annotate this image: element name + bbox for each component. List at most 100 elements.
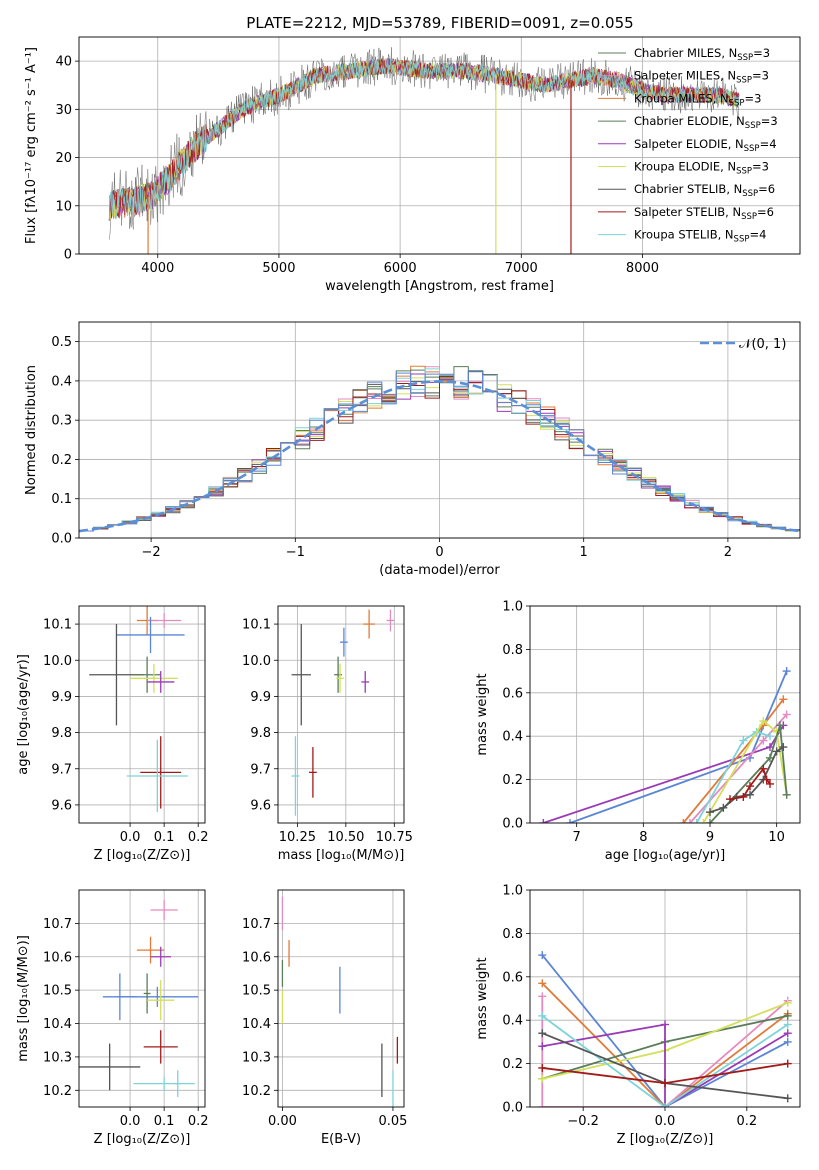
y-tick-label: 10.4 — [43, 1017, 72, 1032]
plot-area — [89, 606, 188, 813]
x-tick-label: −1 — [286, 545, 305, 560]
plot-area — [291, 609, 395, 816]
residuals-panel: −2 −1 0 1 2 0.0 0.1 0.2 0.3 0.4 0.5 (data-model)/er… — [24, 321, 801, 578]
x-tick-label: 0.2 — [188, 830, 209, 845]
legend-label: Salpeter MILES, NSSP=3 — [634, 69, 769, 86]
series-line — [709, 725, 788, 823]
x-axis-label: wavelength [Angstrom, rest frame] — [325, 279, 554, 294]
y-tick-label: 9.9 — [51, 690, 72, 705]
x-tick-label: 0.00 — [268, 1114, 297, 1129]
y-tick-label: 9.6 — [51, 798, 72, 813]
y-tick-label: 10.3 — [43, 1050, 72, 1065]
y-tick-label: 10.0 — [43, 654, 72, 669]
x-tick-label: −2 — [142, 545, 161, 560]
y-tick-label: 0.4 — [51, 374, 72, 389]
x-tick-label: 1 — [580, 545, 588, 560]
x-axis-label: age [log₁₀(age/yr)] — [605, 848, 726, 863]
legend: Chabrier MILES, NSSP=3 Salpeter MILES, NS… — [598, 46, 778, 245]
plot-area — [108, 47, 740, 254]
spectrum-line — [108, 58, 740, 221]
y-tick-label: 0.2 — [51, 453, 72, 468]
y-tick-label: 9.9 — [250, 690, 271, 705]
x-tick-label: 0.1 — [154, 830, 175, 845]
series-line — [569, 670, 788, 823]
y-tick-label: 0.6 — [502, 686, 523, 701]
y-tick-label: 9.7 — [250, 762, 271, 777]
x-tick-label: 0.0 — [120, 1114, 141, 1129]
grid — [278, 890, 404, 1107]
x-tick-label: 7000 — [505, 261, 538, 276]
y-tick-label: 10.6 — [242, 950, 271, 965]
y-tick-label: 10.5 — [242, 984, 271, 999]
series-line — [682, 698, 785, 823]
y-tick-label: 10.5 — [43, 984, 72, 999]
y-tick-label: 0.8 — [502, 927, 523, 942]
axes-frame — [78, 605, 206, 824]
y-tick-label: 0.2 — [502, 773, 523, 788]
legend-label: Kroupa MILES, NSSP=3 — [634, 91, 761, 108]
grid — [278, 606, 404, 823]
x-tick-label: 10.75 — [376, 830, 413, 845]
x-tick-label: 8000 — [626, 261, 659, 276]
grid — [79, 606, 205, 823]
plot-area — [79, 365, 800, 533]
y-tick-label: 0.6 — [502, 970, 523, 985]
y-tick-label: 0.3 — [51, 414, 72, 429]
y-tick-label: 0.4 — [502, 1014, 523, 1029]
y-tick-label: 40 — [55, 55, 72, 70]
y-tick-label: 9.8 — [250, 726, 271, 741]
x-axis-label: Z [log₁₀(Z/Z⊙)] — [94, 848, 191, 863]
figure-title: PLATE=2212, MJD=53789, FIBERID=0091, z=0… — [246, 14, 633, 32]
x-tick-label: 10.50 — [327, 830, 364, 845]
y-tick-label: 0.0 — [502, 1101, 523, 1116]
x-tick-label: 10.25 — [279, 830, 316, 845]
series-line — [541, 1015, 789, 1107]
x-tick-label: 0.0 — [655, 1114, 676, 1129]
x-tick-label: 0.2 — [736, 1114, 757, 1129]
plot-area — [539, 667, 791, 823]
x-tick-label: 0.2 — [188, 1114, 209, 1129]
mass-vs-metallicity-panel: 0.0 0.1 0.2 10.2 10.3 10.4 10.5 10.6 10.7 Z [log₁… — [16, 889, 209, 1147]
y-axis-label: Normed distribution — [24, 365, 39, 495]
y-tick-label: 10.7 — [43, 917, 72, 932]
y-tick-label: 10.2 — [43, 1084, 72, 1099]
series-line — [695, 730, 771, 823]
y-axis-label: mass weight — [475, 957, 490, 1039]
legend-label: Salpeter ELODIE, NSSP=4 — [634, 137, 777, 154]
mass-vs-ebv-panel: 0.00 0.05 10.2 10.3 10.4 10.5 10.6 10.7 E(B-V) — [242, 889, 407, 1147]
axes-frame — [277, 605, 405, 824]
series-line — [541, 996, 789, 1107]
x-tick-label: 10 — [768, 830, 785, 845]
x-tick-label: 0.0 — [120, 830, 141, 845]
plot-area — [281, 896, 399, 1107]
legend-label: Chabrier ELODIE, NSSP=3 — [634, 114, 778, 131]
y-tick-label: 10.2 — [242, 1084, 271, 1099]
spectrum-panel: 4000 5000 6000 7000 8000 0 10 20 30 40 wavelength … — [24, 36, 801, 294]
x-tick-label: 5000 — [262, 261, 295, 276]
y-tick-label: 1.0 — [502, 600, 523, 615]
y-tick-label: 0.4 — [502, 730, 523, 745]
y-tick-label: 0.0 — [51, 532, 72, 547]
histogram-steps — [79, 371, 800, 532]
y-tick-label: 10.1 — [242, 618, 271, 633]
age-vs-metallicity-panel: 0.0 0.1 0.2 9.6 9.7 9.8 9.9 10.0 10.1 Z [log₁₀(Z/… — [16, 605, 209, 863]
age-vs-mass-panel: 10.25 10.50 10.75 9.6 9.7 9.8 9.9 10.0 10.1 mass … — [242, 605, 413, 863]
x-tick-label: 0.1 — [154, 1114, 175, 1129]
y-tick-label: 0.2 — [502, 1057, 523, 1072]
x-tick-label: 2 — [724, 545, 732, 560]
y-tick-label: 10.1 — [43, 618, 72, 633]
y-tick-label: 0.1 — [51, 492, 72, 507]
axes-frame — [78, 321, 801, 539]
series-line — [541, 954, 789, 1107]
x-tick-label: 4000 — [141, 261, 174, 276]
y-tick-label: 10.0 — [242, 654, 271, 669]
x-axis-label: Z [log₁₀(Z/Z⊙)] — [617, 1132, 714, 1147]
x-axis-label: Z [log₁₀(Z/Z⊙)] — [94, 1132, 191, 1147]
y-tick-label: 9.6 — [250, 798, 271, 813]
axes-frame — [78, 889, 206, 1108]
x-tick-label: 0 — [435, 545, 443, 560]
y-axis-label: mass weight — [475, 673, 490, 755]
y-tick-label: 9.7 — [51, 762, 72, 777]
y-axis-label: Flux [fλ10⁻¹⁷ erg cm⁻² s⁻¹ A⁻¹] — [24, 47, 39, 244]
